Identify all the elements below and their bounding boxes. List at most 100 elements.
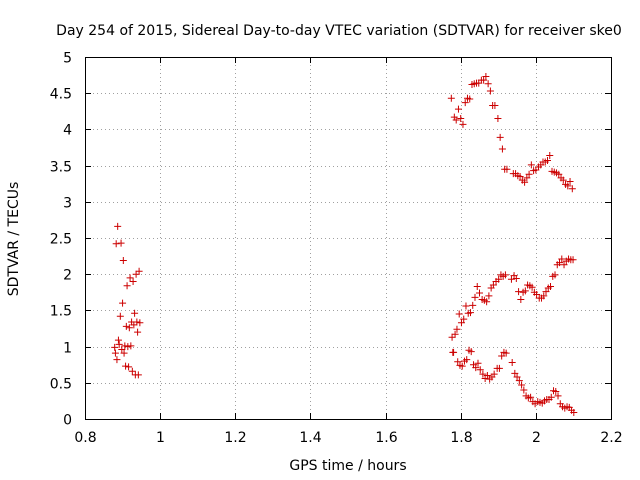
data-point [469,301,477,309]
y-tick-label: 3 [63,196,72,212]
data-point [494,115,502,123]
data-point [454,358,462,366]
data-point [555,170,563,178]
y-tick-label: 4.5 [50,87,72,103]
x-tick-label: 1.8 [450,430,472,446]
data-point [517,296,525,304]
data-point [111,349,119,357]
data-point [511,369,519,377]
tick-layer: 0.8 1 1.2 1.4 1.6 1.8 2 2.2 0 0.5 1 1.5 2 2.5 3 3.5 4 4.5… [50,51,623,447]
data-point [455,310,463,318]
data-point [544,157,552,165]
data-point [515,377,523,385]
data-point [136,319,144,327]
data-point [471,293,479,301]
data-point [472,364,480,372]
data-point [448,333,456,341]
data-point [516,172,524,180]
data-point [554,392,562,400]
data-point [528,283,536,291]
data-point [453,325,461,333]
data-point [569,256,577,264]
data-point [133,318,141,326]
data-point [484,80,492,88]
data-point [546,151,554,159]
data-point [547,393,555,401]
x-tick-label: 1.2 [224,430,246,446]
data-point [454,105,462,113]
data-point [560,261,568,269]
data-point [131,309,139,317]
plot-frame [85,57,612,420]
x-tick-label: 0.8 [74,430,96,446]
data-point [552,387,560,395]
data-point [447,94,455,102]
data-point [496,133,504,141]
y-tick-label: 0.5 [50,377,72,393]
data-point [495,364,503,372]
x-tick-label: 1 [156,430,165,446]
data-point [482,73,490,81]
data-point [483,372,491,380]
data-point [483,298,491,306]
data-point [491,102,499,110]
data-point [450,348,458,356]
data-point [498,352,506,360]
data-point [513,373,521,381]
data-point [458,362,466,370]
x-tick-label: 1.4 [299,430,321,446]
data-point [520,386,528,394]
data-point [473,283,481,291]
y-tick-label: 4 [63,123,72,139]
data-point [547,283,555,291]
data-point [122,322,130,330]
data-point [125,324,133,332]
data-point [559,176,567,184]
data-point [568,185,576,193]
data-point [457,115,465,123]
x-tick-label: 2.2 [600,430,622,446]
data-point [457,319,465,327]
data-point [476,289,483,297]
x-axis-label: GPS time / hours [289,458,406,474]
data-point [130,321,138,329]
y-tick-label: 1.5 [50,304,72,320]
data-point [125,363,133,371]
x-tick-label: 2 [532,430,541,446]
chart-title: Day 254 of 2015, Sidereal Day-to-day VTE… [56,23,622,39]
data-point [119,256,127,264]
data-point [128,367,136,375]
data-point [566,178,574,186]
data-point [462,302,470,310]
data-point [480,76,488,84]
data-point [527,161,535,169]
data-point [495,275,503,283]
data-point [129,277,137,285]
data-point [515,288,523,296]
points-layer [111,73,578,416]
data-point [127,342,135,350]
data-point [461,99,469,107]
data-point [521,287,529,295]
data-point [118,345,126,353]
data-point [114,336,122,344]
data-point [525,170,533,178]
data-point [459,120,467,128]
y-tick-label: 3.5 [50,160,72,176]
data-point [540,292,548,300]
data-point [489,281,497,289]
data-point [490,370,498,378]
data-point [114,222,122,230]
y-tick-label: 5 [63,51,72,67]
data-point [486,87,494,95]
data-point [476,366,484,374]
data-point [111,343,119,351]
data-point [551,271,559,279]
data-point [126,274,134,282]
y-tick-label: 1 [63,341,72,357]
data-point [122,362,130,370]
data-point [124,343,132,351]
data-point [460,315,468,323]
